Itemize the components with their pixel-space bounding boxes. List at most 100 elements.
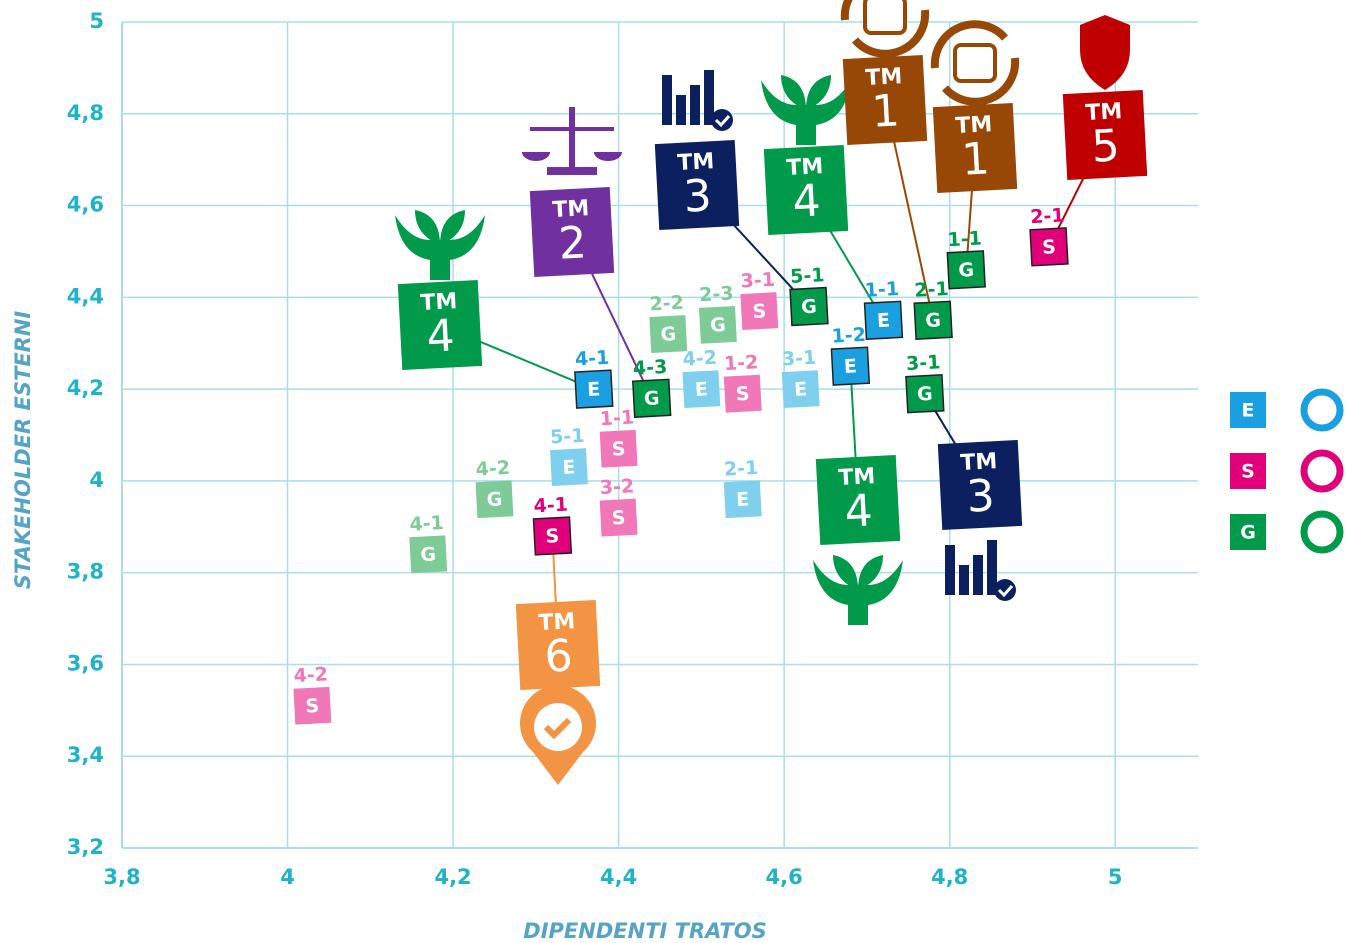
check (997, 585, 1014, 598)
legend-label: G (1240, 522, 1256, 544)
legend-swatch (1230, 514, 1266, 550)
point: G 5-1 (789, 264, 829, 327)
point-letter: S (305, 695, 320, 718)
point-marker (863, 300, 904, 340)
point-letter: G (917, 383, 934, 406)
bar-icon (690, 85, 700, 125)
callout-box (529, 186, 615, 278)
point-label: 1-1 (864, 278, 899, 302)
callout-number: 2 (557, 217, 588, 269)
point-label: 1-1 (599, 406, 634, 430)
callout-number: 1 (870, 85, 901, 137)
point-marker (740, 292, 779, 331)
x-tick-label: 5 (1108, 865, 1123, 889)
x-tick-label: 4,2 (434, 865, 471, 889)
point-letter: E (876, 309, 890, 332)
point-letter: G (958, 259, 975, 282)
callout-icon (1080, 15, 1130, 90)
x-tick-label: 4,6 (766, 865, 803, 889)
point-letter: E (562, 456, 576, 479)
callout-icon (945, 540, 1016, 601)
point-label: 3-2 (599, 475, 634, 499)
point-label: 3-1 (781, 347, 816, 371)
bar-icon (662, 75, 672, 125)
callout-number: 4 (791, 175, 822, 227)
callout-icon (522, 107, 622, 175)
callout-icon (840, 0, 930, 58)
callout-number: 4 (843, 485, 874, 537)
callout-label: TM (960, 449, 998, 476)
point-label: 4-2 (682, 347, 717, 371)
x-tick-label: 4,8 (931, 865, 968, 889)
check (714, 115, 731, 128)
point: E 2-1 (723, 457, 762, 519)
x-axis-title: DIPENDENTI TRATOS (523, 919, 766, 943)
callout-box (937, 439, 1023, 531)
point-letter: S (611, 507, 626, 530)
cycle-icon (840, 0, 930, 58)
point-label: 1-2 (831, 324, 866, 348)
plant-icon (761, 80, 851, 145)
point-marker (1029, 227, 1069, 267)
callout-number: 5 (1090, 120, 1121, 172)
point-letter: E (694, 378, 708, 401)
point: E 4-2 (682, 347, 721, 409)
callout-number: 3 (965, 470, 996, 522)
point-letter: S (1042, 236, 1057, 259)
point-marker (574, 369, 614, 409)
legend-swatch (1230, 392, 1266, 428)
point-label: 2-2 (649, 292, 684, 316)
callout: TM4 (397, 279, 483, 371)
bar-icon (973, 555, 983, 595)
callout-icon (813, 555, 903, 625)
point-letter: E (794, 378, 808, 401)
callout-number: 3 (682, 170, 713, 222)
callout-label: TM (420, 289, 458, 316)
bar-icon (945, 545, 955, 595)
point-letter: G (486, 488, 503, 511)
callout-box (515, 599, 601, 691)
x-tick-label: 3,8 (103, 865, 140, 889)
y-tick-label: 4,6 (67, 193, 104, 217)
callout-box (397, 279, 483, 371)
bar-icon (987, 540, 997, 595)
point-marker (946, 250, 986, 290)
point-marker (599, 429, 638, 468)
callout-label: TM (1085, 99, 1123, 126)
point-marker (632, 378, 672, 418)
point-label: 2-3 (699, 283, 734, 307)
callout-number: 6 (543, 630, 574, 682)
point: S 4-1 (532, 494, 573, 556)
point-letter: S (735, 383, 750, 406)
callout: TM6 (515, 599, 601, 691)
point-letter: S (545, 525, 560, 548)
point-marker (905, 373, 945, 414)
point-label: 4-2 (293, 663, 328, 687)
point-label: 3-1 (906, 351, 941, 375)
callout-box (654, 139, 740, 231)
y-tick-label: 5 (89, 9, 104, 33)
point-label: 2-1 (1030, 205, 1065, 229)
point-marker (723, 374, 762, 413)
point: S 4-2 (293, 663, 332, 725)
point-marker (550, 448, 588, 487)
check-icon (711, 109, 733, 131)
leaf (781, 75, 831, 110)
shield-icon (1080, 15, 1130, 90)
callout-label: TM (786, 154, 824, 181)
point-letter: E (587, 378, 601, 401)
legend-icon (1300, 388, 1344, 432)
check-icon (994, 579, 1016, 601)
callout-icon (520, 685, 596, 785)
point-label: 5-1 (550, 425, 585, 449)
point: G 3-1 (905, 351, 945, 414)
plant-icon (395, 215, 485, 280)
point-letter: G (660, 323, 677, 346)
point: S 3-1 (740, 269, 779, 331)
leaf (833, 555, 883, 590)
callout: TM4 (815, 454, 901, 546)
point-marker (913, 300, 953, 340)
point-label: 4-2 (475, 457, 510, 481)
point-label: 4-1 (409, 512, 444, 536)
point: S 3-2 (599, 475, 638, 537)
